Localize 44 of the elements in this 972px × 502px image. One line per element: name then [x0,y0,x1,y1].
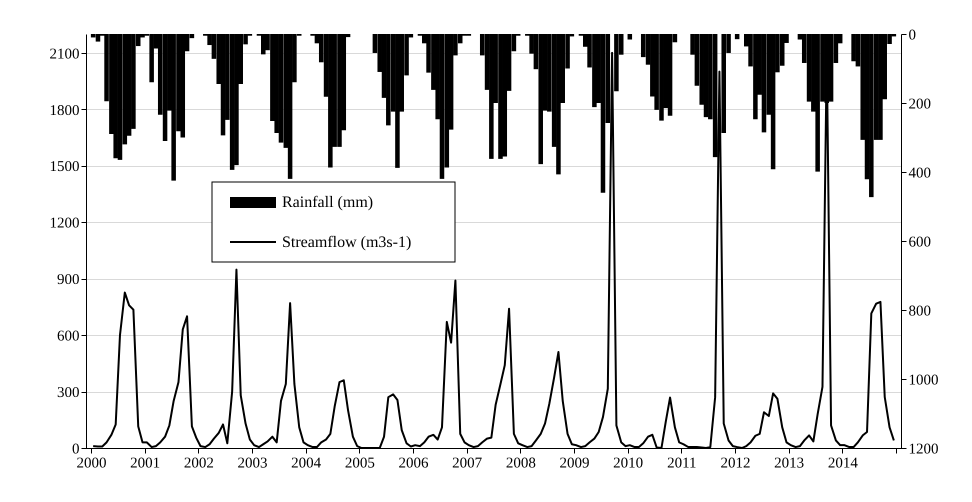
x-tick-label: 2006 [398,456,429,472]
legend-label: Rainfall (mm) [282,194,374,211]
x-tick-label: 2004 [291,456,322,472]
y2-tick-label: 200 [908,96,931,112]
x-tick-label: 2010 [613,456,644,472]
bar [628,34,632,40]
x-tick-label: 2008 [506,456,536,472]
bar [869,34,874,198]
y2-tick-label: 1200 [908,442,938,458]
bar [489,34,494,159]
x-tick-label: 2005 [344,456,375,472]
x-tick-label: 2014 [828,456,858,472]
y-tick-label: 300 [57,385,80,402]
bar [770,34,776,170]
y-tick-label: 2100 [50,46,80,62]
x-tick-label: 2002 [184,456,214,472]
legend-label: Streamflow (m3s-1) [282,234,412,251]
bar [220,34,226,136]
y2-tick-label: 0 [908,28,916,44]
y2-tick-label: 800 [908,304,931,320]
bar [288,34,292,179]
x-tick-label: 2000 [76,456,106,472]
bar [734,34,740,40]
x-tick-label: 2007 [452,456,483,472]
y-tick-label: 1200 [50,216,80,232]
y2-tick-label: 1000 [908,372,938,388]
bar [878,34,883,140]
y-tick-label: 600 [57,328,80,345]
bar [386,34,391,126]
y-tick-label: 0 [72,442,80,458]
bar [328,34,333,168]
x-tick-label: 2012 [720,456,750,472]
bar [556,34,561,174]
x-tick-label: 2003 [238,456,268,472]
x-tick-label: 2001 [130,456,160,472]
x-tick-label: 2011 [667,456,697,472]
y-tick-label: 1800 [50,102,80,119]
x-tick-label: 2013 [774,456,804,472]
y-tick-label: 1500 [50,159,80,176]
bar [395,34,400,168]
y2-tick-label: 600 [908,234,931,250]
x-tick-label: 2009 [560,456,590,472]
y2-tick-label: 400 [908,166,931,182]
y-tick-label: 900 [57,272,80,288]
